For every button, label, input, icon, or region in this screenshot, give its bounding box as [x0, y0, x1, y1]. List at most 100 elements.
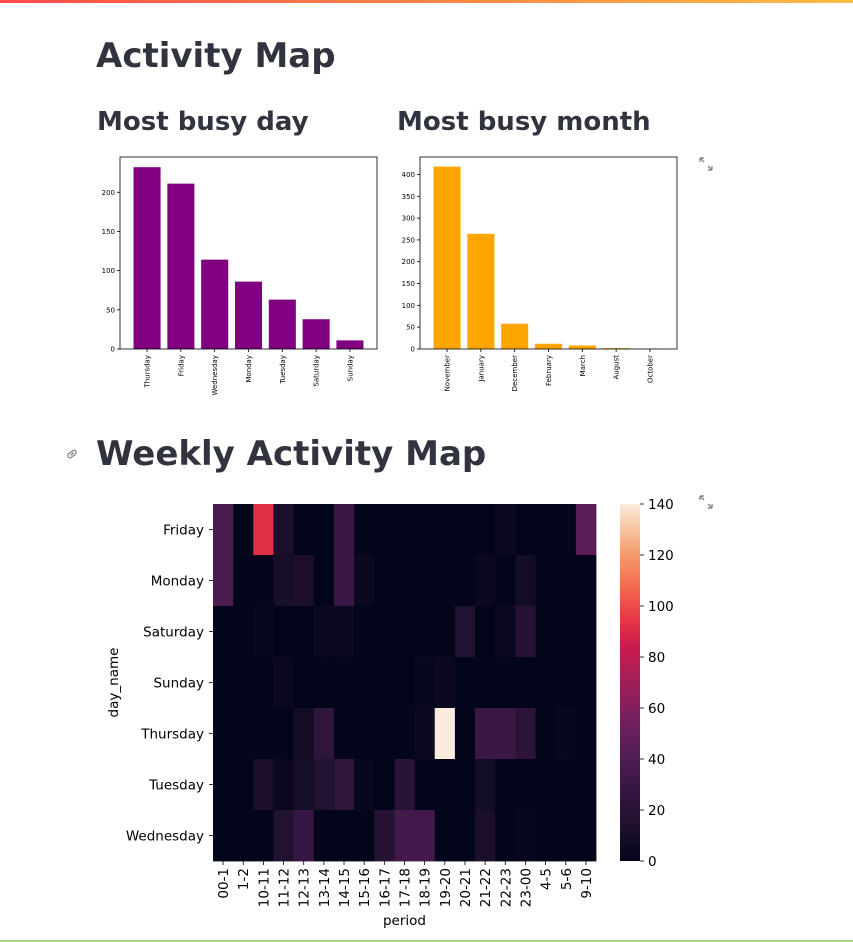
heatmap-cell	[535, 606, 557, 658]
heatmap-cell	[253, 555, 274, 607]
heatmap-cell	[313, 504, 335, 556]
heatmap-cell	[333, 708, 355, 760]
heatmap-cell	[454, 657, 476, 709]
heatmap-cell	[354, 555, 375, 607]
heatmap-cell	[354, 606, 375, 658]
y-tick-label: 0	[411, 346, 415, 354]
heatmap-cell	[293, 708, 315, 760]
x-tick-label: 16-17	[377, 868, 393, 907]
heatmap-cell	[535, 759, 557, 811]
y-tick-label: 200	[402, 258, 415, 266]
heatmap-cell	[213, 606, 234, 658]
y-tick-label: 300	[402, 215, 415, 223]
heatmap-cell	[515, 759, 536, 811]
heatmap-cell	[213, 810, 234, 862]
x-tick-label: March	[579, 355, 587, 376]
heatmap-cell	[434, 810, 456, 862]
heatmap-cell	[273, 504, 295, 556]
heatmap-cell	[495, 759, 516, 811]
heatmap-cell	[495, 606, 516, 658]
weekly-activity-heatmap: Friday Monday Saturday Sunday Thursday Tuesda…	[106, 497, 674, 929]
bar-november	[433, 166, 461, 349]
colorbar-tick-label: 0	[648, 854, 657, 870]
x-tick-label: 12-13	[297, 868, 313, 907]
heatmap-cell	[475, 810, 496, 862]
y-tick-label: 50	[406, 324, 415, 332]
heatmap-cell	[354, 504, 375, 556]
heatmap-cell	[515, 810, 536, 862]
x-tick-label: Friday	[177, 355, 185, 376]
heatmap-cell	[354, 708, 375, 760]
heatmap-cell	[374, 504, 395, 556]
fullscreen-expand-icon-heatmap[interactable]	[699, 495, 713, 509]
bar-february	[534, 343, 563, 349]
heatmap-cell	[434, 657, 456, 709]
heatmap-cell	[313, 555, 335, 607]
heatmap-cell	[354, 657, 375, 709]
heatmap-cell	[414, 657, 436, 709]
heatmap-cell	[253, 657, 274, 709]
x-tick-label: Thursday	[144, 355, 152, 389]
heatmap-cell	[273, 657, 295, 709]
heatmap-cell	[313, 606, 335, 658]
heatmap-cell	[374, 555, 395, 607]
bar-saturday	[302, 319, 330, 349]
heatmap-cell	[333, 606, 355, 658]
heatmap-cell	[495, 555, 516, 607]
x-tick-label: Monday	[245, 355, 253, 383]
heatmap-cell	[515, 708, 536, 760]
heatmap-cell	[515, 657, 536, 709]
heatmap-cell	[414, 555, 436, 607]
heatmap-cell	[475, 504, 496, 556]
y-tick-label: Wednesday	[126, 829, 204, 845]
heatmap-cell	[374, 708, 395, 760]
bar-december	[501, 323, 529, 349]
x-tick-label: 1-2	[236, 868, 252, 890]
x-tick-label: Tuesday	[279, 355, 287, 384]
heatmap-cell	[333, 504, 355, 556]
x-tick-label: August	[613, 355, 621, 380]
heatmap-cell	[273, 759, 295, 811]
heatmap-cell	[454, 759, 476, 811]
heatmap-cell	[213, 555, 234, 607]
heatmap-cell	[253, 504, 274, 556]
bar-monday	[234, 281, 263, 349]
heatmap-cell	[293, 759, 315, 811]
x-tick-label: Wednesday	[211, 355, 219, 396]
y-tick-label: 150	[402, 280, 415, 288]
colorbar-tick-label: 120	[648, 548, 674, 564]
heatmap-cell	[454, 810, 476, 862]
heatmap-cell	[555, 504, 577, 556]
heatmap-cell	[414, 504, 436, 556]
y-tick-label: Tuesday	[148, 778, 204, 794]
y-tick-label: 250	[402, 236, 415, 244]
heatmap-cell	[313, 657, 335, 709]
x-tick-label: 17-18	[398, 868, 414, 907]
page-title: Activity Map	[96, 36, 336, 76]
heatmap-cell	[495, 708, 516, 760]
heatmap-cell	[273, 606, 295, 658]
heatmap-cell	[414, 708, 436, 760]
plot-frame	[119, 156, 378, 350]
heatmap-cell	[575, 504, 597, 556]
bar-wednesday	[201, 259, 229, 349]
colorbar-tick-label: 60	[648, 701, 665, 717]
heatmap-cell	[515, 555, 536, 607]
anchor-link-icon[interactable]	[64, 446, 80, 462]
heatmap-cell	[233, 504, 254, 556]
x-tick-label: 4-5	[539, 868, 555, 890]
heatmap-cell	[575, 759, 597, 811]
weekly-activity-heading: Weekly Activity Map	[96, 434, 487, 474]
heatmap-cell	[475, 555, 496, 607]
heatmap-cell	[555, 657, 577, 709]
y-tick-label: Friday	[163, 523, 204, 539]
fullscreen-expand-icon[interactable]	[699, 157, 713, 171]
heatmap-cell	[374, 657, 395, 709]
heatmap-cell	[374, 759, 395, 811]
heatmap-cell	[394, 810, 415, 862]
x-tick-label: 13-14	[317, 868, 333, 907]
y-tick-label: 200	[102, 189, 115, 197]
bottom-decoration-bar	[0, 940, 853, 942]
heatmap-cell	[535, 555, 557, 607]
heatmap-cell	[313, 708, 335, 760]
